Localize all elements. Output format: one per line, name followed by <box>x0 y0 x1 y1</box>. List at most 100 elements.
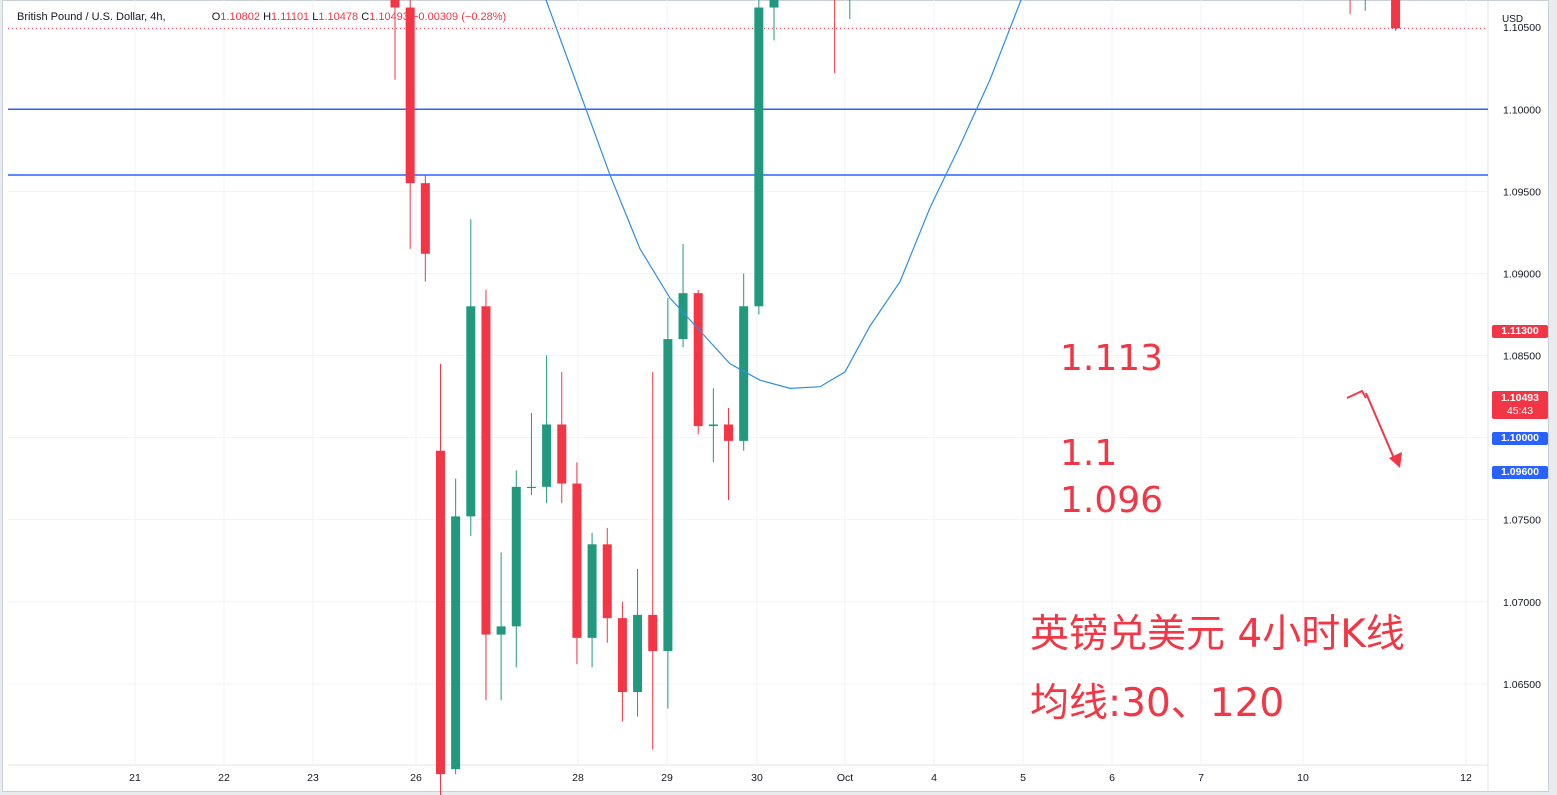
candle <box>466 219 476 537</box>
candle <box>557 371 567 504</box>
candle-body <box>526 486 536 489</box>
candle <box>511 470 521 668</box>
candle <box>1364 0 1366 11</box>
candle-body <box>420 183 430 254</box>
ohlc-header: British Pound / U.S. Dollar, 4h, O1.1080… <box>17 11 506 23</box>
x-tick-label: 6 <box>1109 772 1115 784</box>
candle-body <box>754 7 764 307</box>
candle <box>526 412 536 496</box>
change-value: −0.00309 (−0.28%) <box>411 11 507 23</box>
candle <box>769 0 779 41</box>
ma-annotation: 均线:30、120 <box>1030 681 1285 726</box>
high-value: 1.11101 <box>271 11 310 23</box>
x-tick-label: 26 <box>410 772 422 784</box>
resistance-price-tag: 1.11300 <box>1492 325 1548 338</box>
y-tick-label: 1.08500 <box>1503 351 1541 363</box>
candle-body <box>511 486 521 627</box>
candle <box>724 408 734 500</box>
x-tick-label: 7 <box>1198 772 1204 784</box>
resistance-annotation: 1.113 <box>1060 338 1164 379</box>
chart-title-annotation: 英镑兑美元 4小时K线 <box>1030 612 1405 657</box>
current-price-tag: 1.10493 45:43 <box>1492 391 1548 419</box>
low-label: L <box>312 11 319 23</box>
candle-body <box>678 293 688 340</box>
candle <box>663 298 673 709</box>
x-tick-label: 12 <box>1460 772 1472 784</box>
candle <box>849 0 851 20</box>
candle <box>451 478 461 775</box>
y-tick-label: 1.07000 <box>1503 597 1541 609</box>
candle-body <box>769 0 779 8</box>
candle-body <box>572 483 582 638</box>
x-tick-label: 5 <box>1020 772 1026 784</box>
x-tick-label: 10 <box>1297 772 1309 784</box>
candle <box>693 289 703 435</box>
arrow-shaft <box>1365 392 1397 464</box>
candle <box>1391 0 1401 31</box>
trend-arrow <box>1346 389 1402 468</box>
support1-price-tag: 1.10000 <box>1492 432 1548 445</box>
moving-averages <box>545 0 1022 389</box>
support2-price-tag: 1.09600 <box>1492 466 1548 479</box>
currency-label[interactable]: USD <box>1502 14 1524 25</box>
candle-body <box>1391 0 1401 29</box>
candle-body <box>663 339 673 651</box>
candles <box>390 0 1401 795</box>
candle-body <box>405 7 415 184</box>
candle <box>435 363 445 795</box>
candle-body <box>587 544 597 638</box>
y-axis: 1.065001.070001.075001.080001.085001.090… <box>1503 22 1541 691</box>
candle <box>390 0 400 80</box>
candle-body <box>739 306 749 441</box>
candle <box>587 532 597 668</box>
candle-body <box>693 293 703 427</box>
horizontal-levels <box>8 27 1488 176</box>
y-tick-label: 1.06500 <box>1503 679 1541 691</box>
ma30-line <box>545 0 1022 389</box>
candle-body <box>708 424 718 427</box>
candle-body <box>617 618 627 693</box>
high-label: H <box>263 11 272 23</box>
y-tick-label: 1.10500 <box>1503 22 1541 34</box>
y-tick-label: 1.10000 <box>1503 104 1541 116</box>
y-tick-label: 1.07500 <box>1503 515 1541 527</box>
x-tick-label: 22 <box>218 772 230 784</box>
candle <box>678 243 688 348</box>
candle <box>405 0 415 249</box>
low-value: 1.10478 <box>318 11 359 23</box>
x-tick-label: 21 <box>129 772 141 784</box>
support2-annotation: 1.096 <box>1060 480 1164 521</box>
candle-body <box>557 424 567 484</box>
x-tick-label: 30 <box>751 772 763 784</box>
arrow-head-down <box>1389 452 1402 468</box>
candle-body <box>496 626 506 635</box>
y-tick-label: 1.09500 <box>1503 186 1541 198</box>
candle <box>481 289 491 701</box>
candle <box>572 462 582 665</box>
candle-body <box>542 424 552 487</box>
candle <box>754 0 764 315</box>
candle <box>617 601 627 722</box>
candle-body <box>481 306 491 635</box>
candle <box>633 568 643 717</box>
candle <box>708 388 718 463</box>
candle-body <box>451 516 461 770</box>
candle-body <box>633 614 643 693</box>
candle <box>496 552 506 701</box>
x-tick-label: 4 <box>931 772 937 784</box>
candle <box>542 355 552 504</box>
x-tick-label: 29 <box>661 772 673 784</box>
candle <box>1349 0 1351 15</box>
candle <box>602 527 612 643</box>
candle-body <box>602 544 612 619</box>
candle <box>648 371 658 750</box>
symbol-title[interactable]: British Pound / U.S. Dollar, 4h, <box>17 11 166 23</box>
x-axis: 21 22 23 26 28 29 30 Oct 4 5 6 7 10 12 <box>129 772 1472 784</box>
current-price-value: 1.10493 <box>1501 392 1539 404</box>
close-label: C <box>361 11 370 23</box>
support1-annotation: 1.1 <box>1060 433 1118 474</box>
countdown-timer: 45:43 <box>1506 405 1534 417</box>
